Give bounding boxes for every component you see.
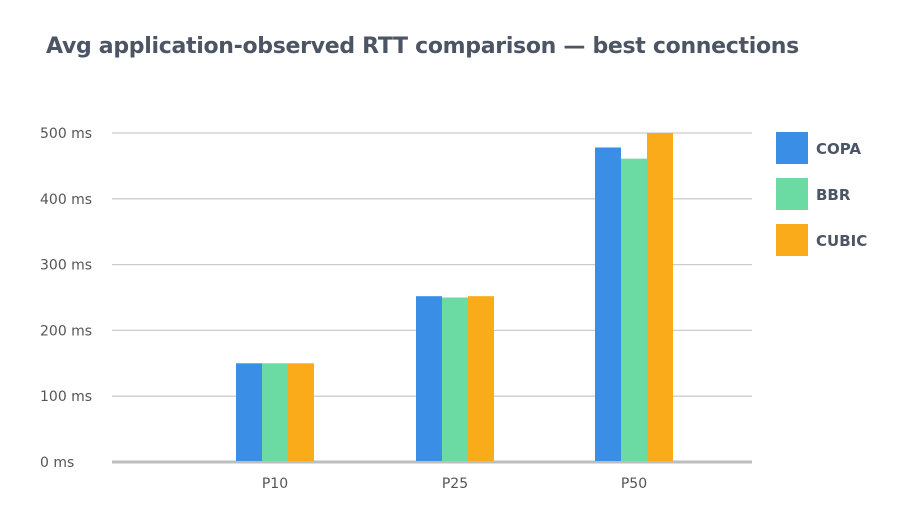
y-tick-label: 0 ms: [40, 455, 74, 471]
y-tick-label: 100 ms: [40, 389, 92, 405]
legend-label: COPA: [816, 140, 861, 158]
chart-title: Avg application-observed RTT comparison …: [46, 34, 799, 59]
bar-cubic-p10: [288, 363, 314, 461]
x-tick-label: P10: [262, 476, 288, 492]
y-tick-label: 300 ms: [40, 258, 92, 274]
legend-swatch-copa: [776, 132, 808, 164]
bar-cubic-p25: [468, 296, 494, 461]
bar-copa-p10: [236, 363, 262, 461]
legend-swatch-bbr: [776, 178, 808, 210]
legend-label: BBR: [816, 186, 851, 204]
legend-swatch-cubic: [776, 224, 808, 256]
bar-copa-p50: [595, 147, 621, 461]
bar-cubic-p50: [647, 133, 673, 461]
legend-label: CUBIC: [816, 232, 867, 250]
bar-bbr-p10: [262, 363, 288, 461]
bar-copa-p25: [416, 296, 442, 461]
bar-bbr-p50: [621, 158, 647, 462]
y-tick-label: 200 ms: [40, 323, 92, 339]
x-tick-label: P25: [442, 476, 468, 492]
y-tick-label: 400 ms: [40, 192, 92, 208]
y-tick-label: 500 ms: [40, 126, 92, 142]
x-tick-label: P50: [621, 476, 647, 492]
bar-bbr-p25: [442, 297, 468, 461]
